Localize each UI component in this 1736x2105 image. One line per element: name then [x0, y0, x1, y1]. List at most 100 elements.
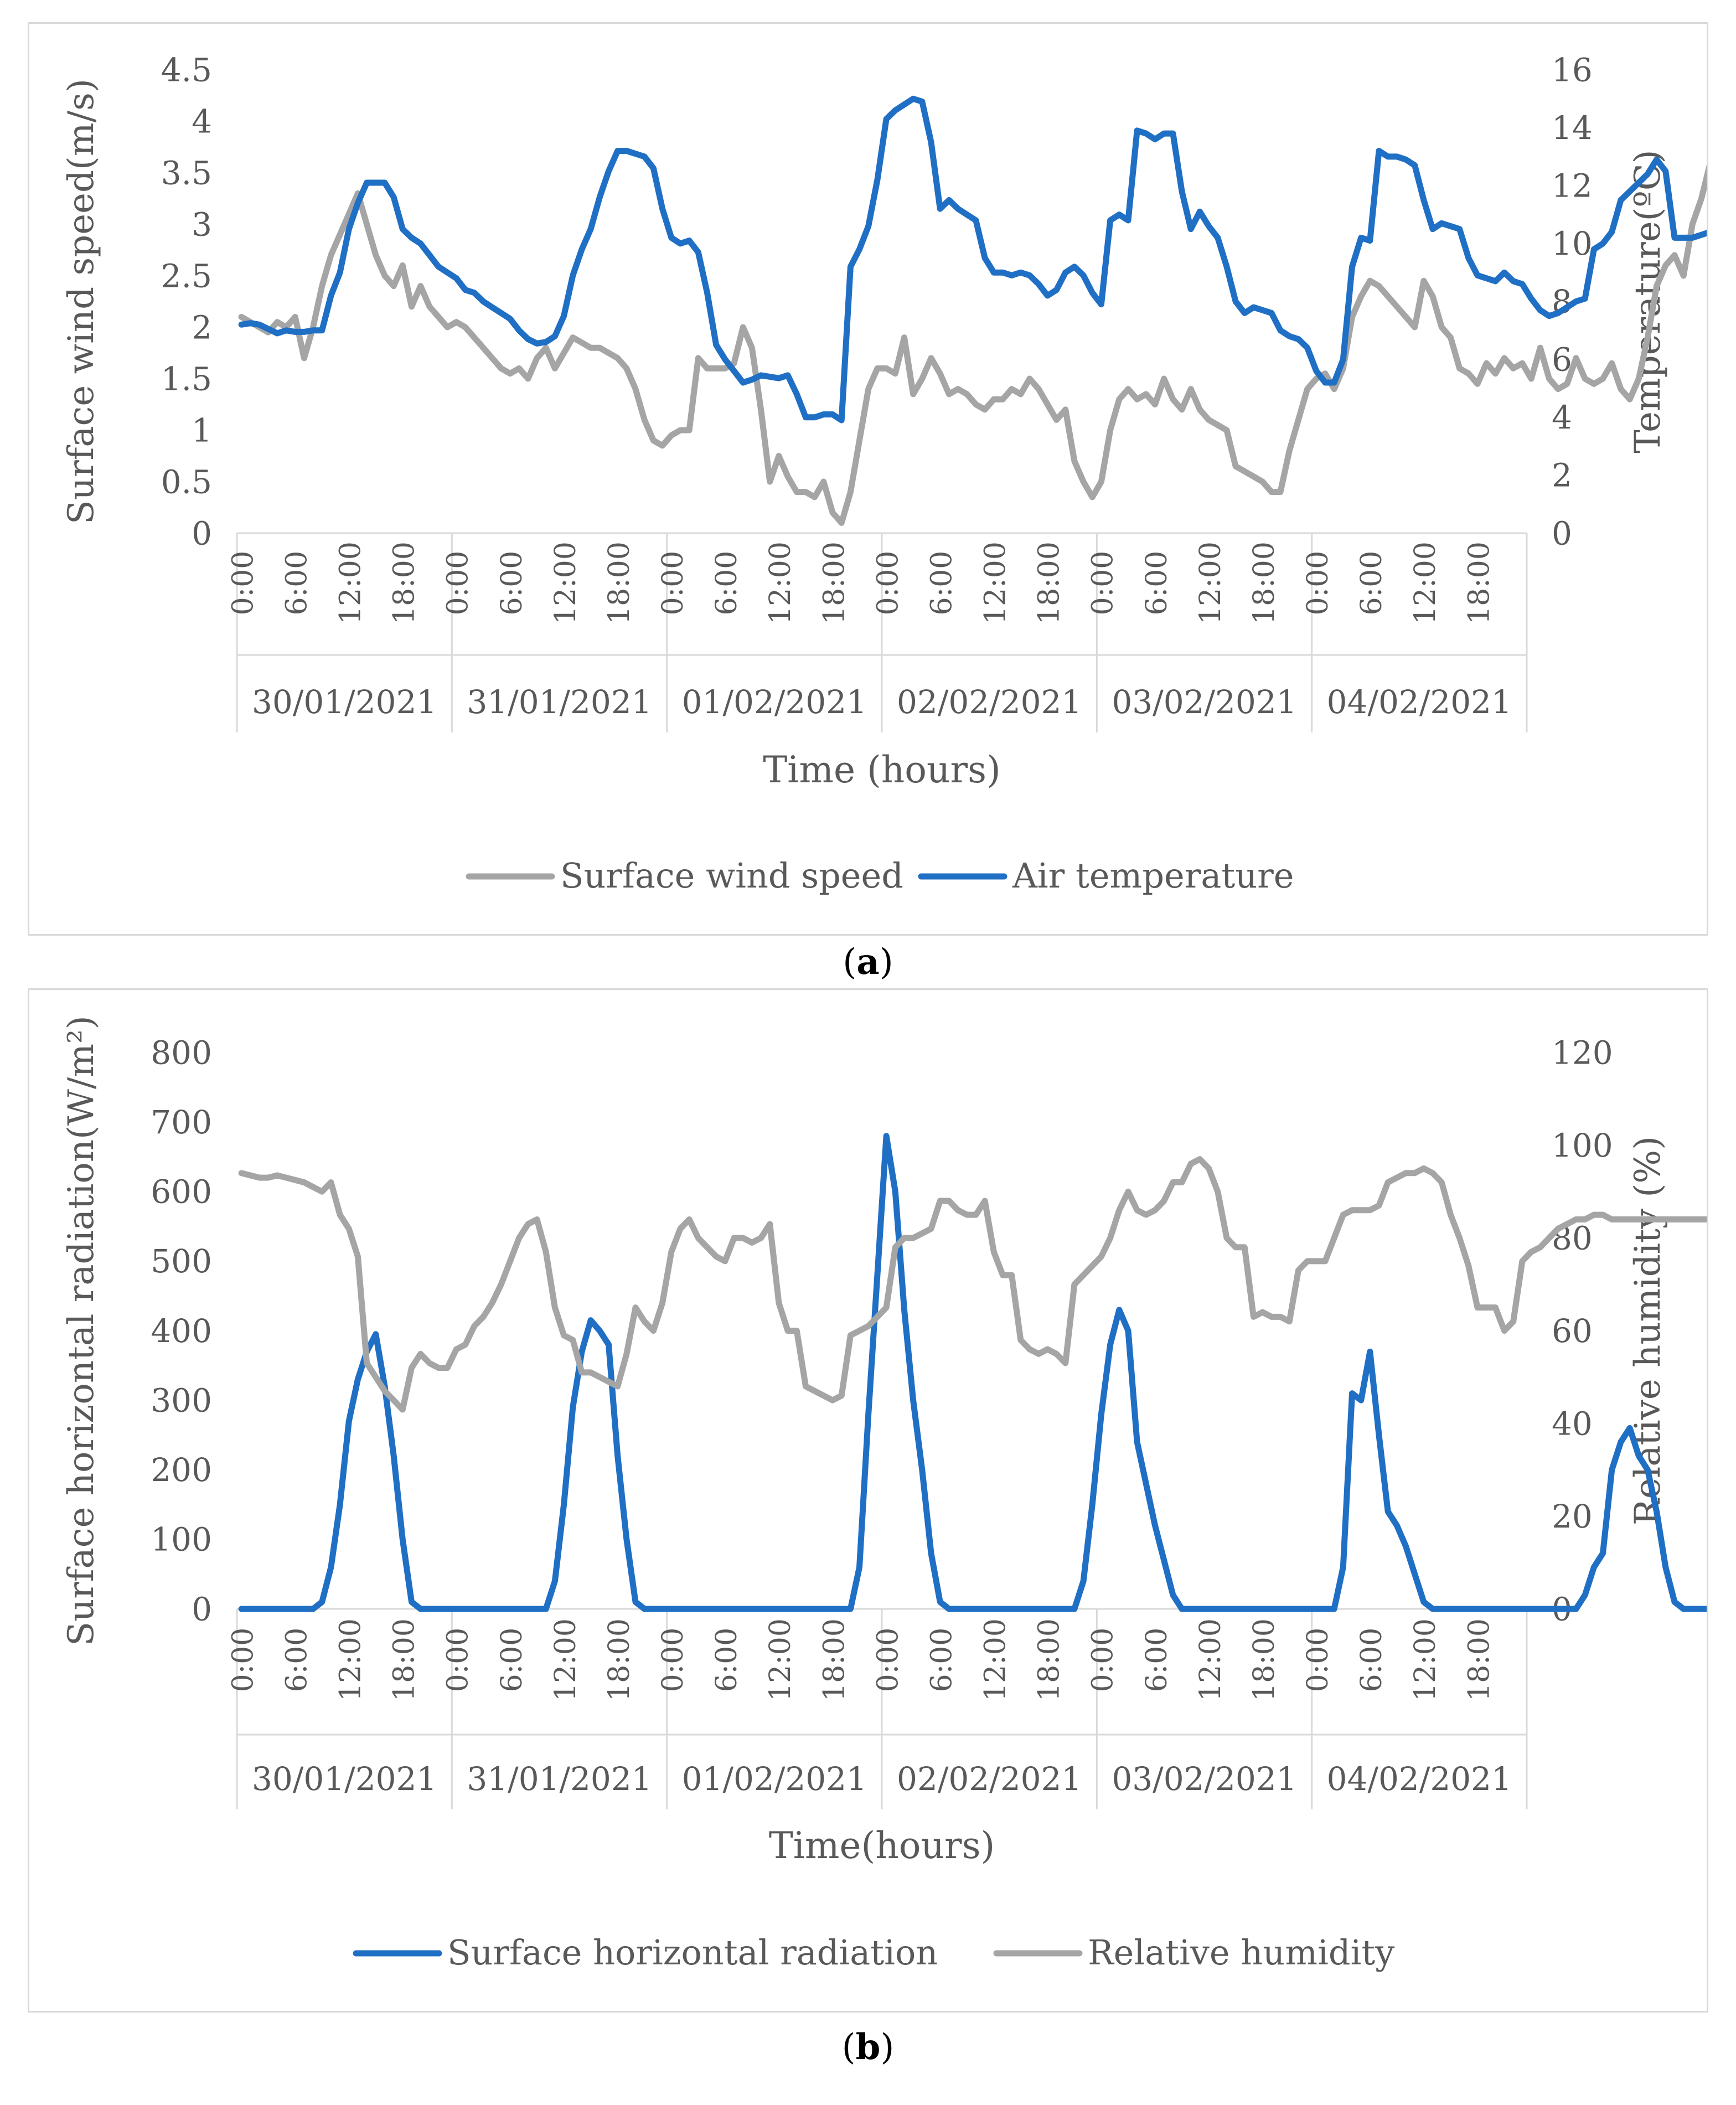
x-axis-title: Time(hours) [769, 1824, 995, 1867]
x-axis-title: Time (hours) [763, 749, 1000, 791]
hour-tick-label: 0:00 [871, 1628, 905, 1693]
y-left-tick-label: 0 [192, 1590, 212, 1628]
hour-tick-label: 0:00 [442, 1628, 475, 1693]
y-left-tick-label: 0.5 [161, 463, 212, 501]
y-left-axis-title: Surface wind speed(m/s) [61, 79, 102, 524]
hour-tick-label: 6:00 [925, 551, 958, 616]
hour-tick-label: 18:00 [1248, 541, 1281, 625]
day-label: 31/01/2021 [467, 1760, 652, 1798]
hour-tick-label: 6:00 [1140, 551, 1174, 616]
day-label: 04/02/2021 [1327, 1760, 1512, 1798]
hour-tick-label: 18:00 [1033, 541, 1066, 625]
hour-tick-label: 6:00 [925, 1628, 958, 1693]
hour-tick-label: 0:00 [226, 551, 260, 616]
series-line-surface-horizontal-radiation [238, 1133, 1707, 1612]
hour-tick-label: 12:00 [979, 541, 1012, 625]
hour-tick-label: 18:00 [603, 541, 636, 625]
hour-tick-label: 6:00 [1355, 1628, 1388, 1693]
chart-panel-a: 0 0.5 1 1.5 2 2.5 3 3.5 4 4.5 0 2 4 6 8 10 12 14 16 Surface… [28, 22, 1708, 936]
hour-tick-label: 0:00 [1301, 551, 1335, 616]
y-left-tick-label: 600 [151, 1173, 212, 1211]
legend-label: Surface wind speed [560, 855, 903, 896]
y-right-tick-label: 120 [1552, 1034, 1613, 1071]
y-right-tick-label: 20 [1552, 1498, 1593, 1535]
y-right-tick-label: 80 [1552, 1219, 1593, 1257]
hour-tick-label: 12:00 [334, 541, 368, 625]
hour-tick-label: 12:00 [1409, 541, 1442, 625]
y-right-tick-label: 60 [1552, 1312, 1593, 1350]
y-left-tick-label: 4.5 [161, 51, 212, 89]
y-right-tick-label: 14 [1552, 109, 1593, 147]
day-label: 31/01/2021 [467, 683, 652, 721]
y-left-tick-label: 300 [151, 1381, 212, 1419]
hour-tick-label: 0:00 [657, 1628, 690, 1693]
y-right-tick-label: 12 [1552, 167, 1593, 205]
hour-tick-label: 0:00 [1301, 1628, 1335, 1693]
series-line-air-temperature [238, 95, 1707, 424]
y-left-tick-label: 3.5 [161, 154, 212, 192]
caption-a: (a) [843, 941, 893, 983]
day-label: 03/02/2021 [1112, 683, 1296, 721]
hour-tick-label: 6:00 [495, 1628, 529, 1693]
day-label: 30/01/2021 [252, 1760, 437, 1798]
legend-label: Air temperature [1012, 855, 1294, 896]
hour-tick-label: 18:00 [1463, 541, 1496, 625]
y-right-tick-label: 2 [1552, 457, 1572, 494]
day-label: 01/02/2021 [682, 683, 867, 721]
hour-tick-label: 0:00 [1087, 1628, 1120, 1693]
y-right-tick-label: 16 [1552, 51, 1593, 89]
hour-tick-label: 6:00 [1140, 1628, 1174, 1693]
hour-tick-label: 12:00 [764, 1618, 797, 1701]
hour-tick-label: 0:00 [442, 551, 475, 616]
y-right-tick-label: 100 [1552, 1127, 1613, 1164]
caption-b: (b) [841, 2026, 895, 2068]
day-label: 02/02/2021 [897, 1760, 1082, 1798]
hour-tick-label: 18:00 [603, 1618, 636, 1701]
day-label: 01/02/2021 [682, 1760, 867, 1798]
hour-tick-label: 12:00 [764, 541, 797, 625]
y-left-tick-label: 3 [192, 205, 212, 243]
y-right-axis-title: Temperature(ºC) [1628, 149, 1668, 453]
hour-tick-label: 12:00 [1194, 541, 1227, 625]
series-line-surface-wind-speed [238, 164, 1707, 526]
hour-tick-label: 6:00 [710, 551, 743, 616]
hour-tick-label: 12:00 [979, 1618, 1012, 1701]
legend-label: Surface horizontal radiation [447, 1932, 938, 1973]
hour-tick-label: 0:00 [657, 551, 690, 616]
hour-tick-label: 18:00 [818, 1618, 851, 1701]
hour-tick-label: 0:00 [1087, 551, 1120, 616]
hour-tick-label: 18:00 [388, 541, 421, 625]
y-right-tick-label: 40 [1552, 1405, 1593, 1442]
hour-tick-label: 18:00 [818, 541, 851, 625]
hour-tick-label: 18:00 [1463, 1618, 1496, 1701]
hour-tick-label: 18:00 [388, 1618, 421, 1701]
y-left-tick-label: 500 [151, 1242, 212, 1280]
hour-tick-label: 0:00 [226, 1628, 260, 1693]
hour-tick-label: 6:00 [1355, 551, 1388, 616]
chart-panel-b: 0 100 200 300 400 500 600 700 800 0 20 40 60 80 100 120… [28, 988, 1708, 2013]
hour-tick-label: 18:00 [1033, 1618, 1066, 1701]
chart-b-svg: 0100200300400500600700800020406080100120… [61, 1015, 1707, 1973]
y-left-tick-label: 4 [192, 102, 212, 140]
hour-tick-label: 6:00 [495, 551, 529, 616]
hour-tick-label: 12:00 [549, 541, 582, 625]
y-left-tick-label: 0 [192, 514, 212, 552]
y-left-tick-label: 1 [192, 411, 212, 449]
day-label: 04/02/2021 [1327, 683, 1512, 721]
legend-label: Relative humidity [1088, 1932, 1394, 1973]
y-left-axis-title: Surface horizontal radiation(W/m²) [61, 1015, 102, 1645]
day-label: 30/01/2021 [252, 683, 437, 721]
hour-tick-label: 0:00 [871, 551, 905, 616]
y-right-tick-label: 0 [1552, 514, 1572, 552]
hour-tick-label: 6:00 [710, 1628, 743, 1693]
hour-tick-label: 12:00 [549, 1618, 582, 1701]
y-left-tick-label: 400 [151, 1312, 212, 1350]
hour-tick-label: 12:00 [1409, 1618, 1442, 1701]
hour-tick-label: 12:00 [1194, 1618, 1227, 1701]
hour-tick-label: 12:00 [334, 1618, 368, 1701]
chart-a-svg: 00.511.522.533.544.50246810121416Surface… [61, 51, 1707, 896]
y-left-tick-label: 2 [192, 308, 212, 346]
y-left-tick-label: 700 [151, 1103, 212, 1141]
y-left-tick-label: 200 [151, 1451, 212, 1489]
y-left-tick-label: 800 [151, 1034, 212, 1071]
